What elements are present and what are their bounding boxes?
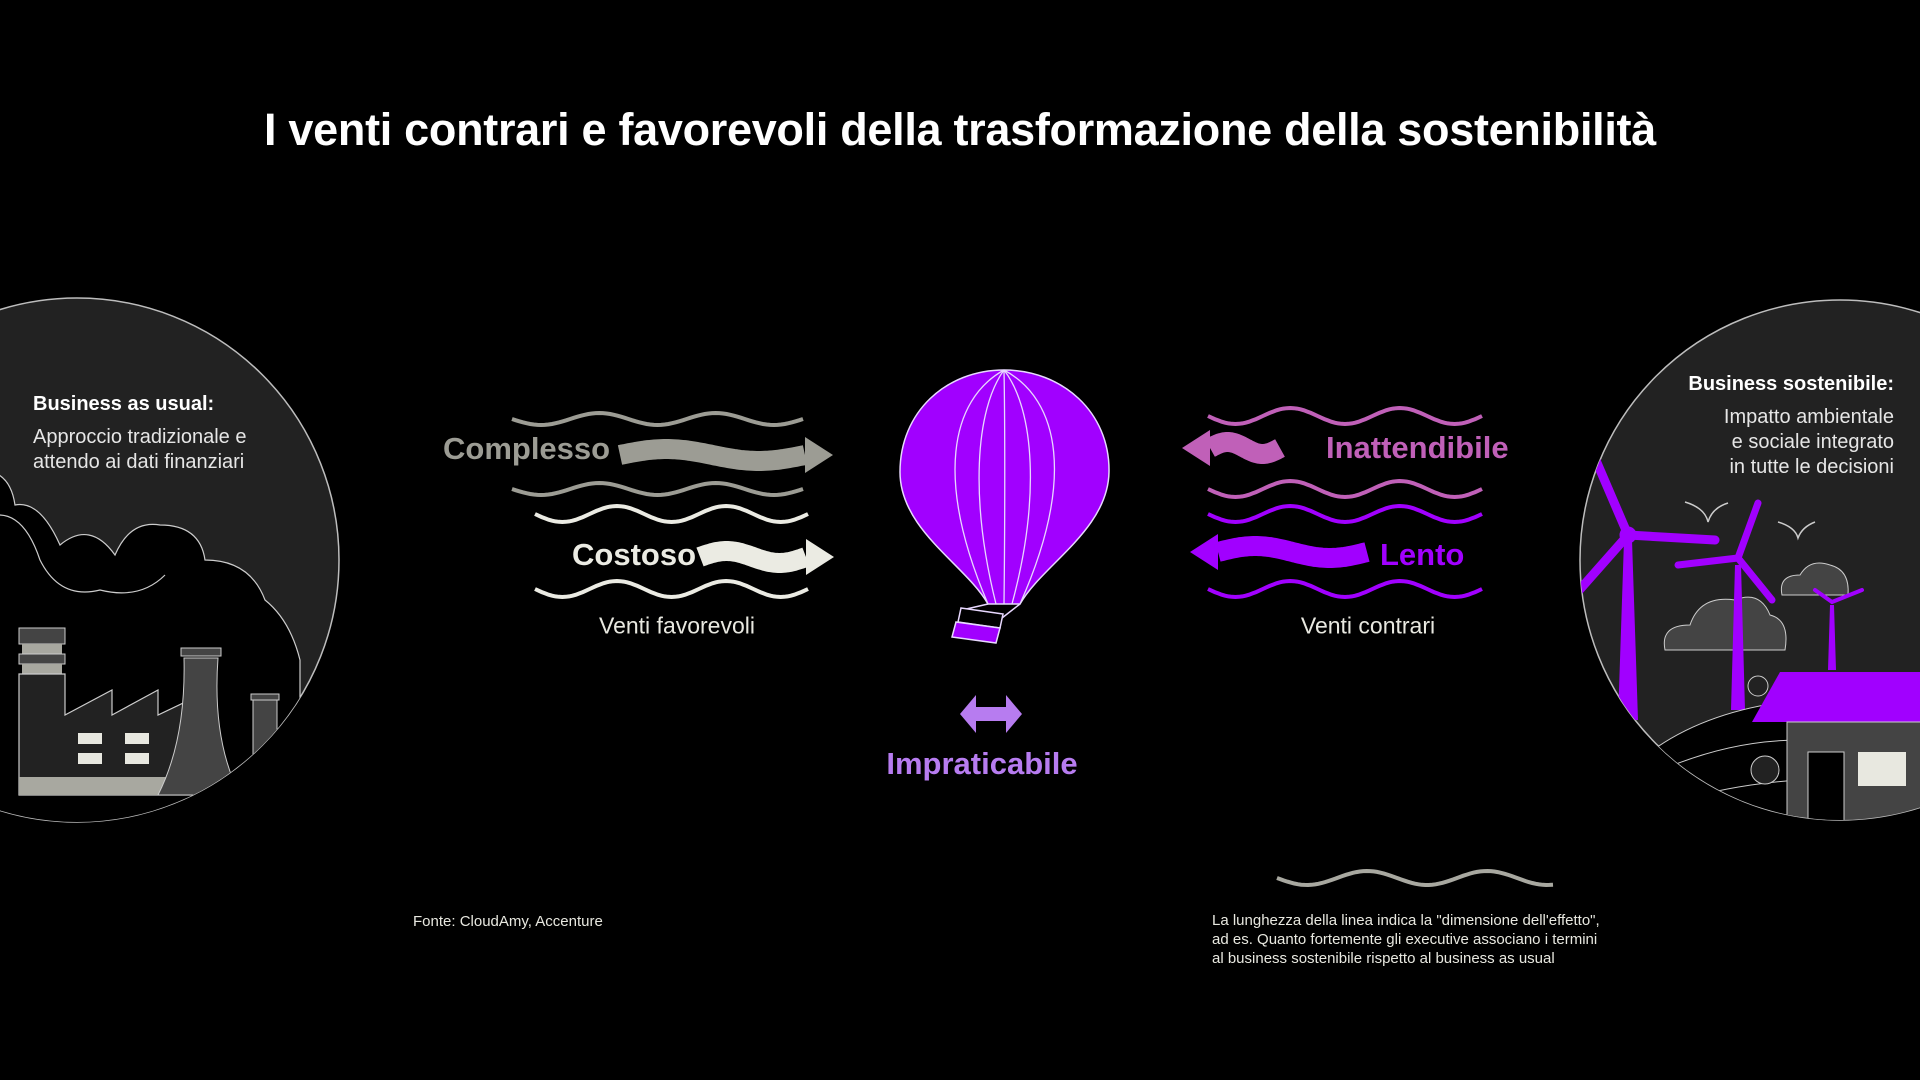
legend-text: La lunghezza della linea indica la "dime… xyxy=(1212,911,1600,968)
arrow-complesso-body xyxy=(617,439,808,471)
left-panel-line: Approccio tradizionale e xyxy=(33,426,247,448)
wind-line xyxy=(511,410,804,428)
caption-venti-contrari: Venti contrari xyxy=(1300,612,1436,639)
cloud-icon xyxy=(1780,562,1849,596)
right-panel-body: Impatto ambientale e sociale integrato i… xyxy=(1724,405,1894,480)
arrow-lento-body xyxy=(1215,536,1370,568)
tree-icon xyxy=(1747,675,1769,697)
wind-line xyxy=(1207,503,1483,525)
label-costoso: Costoso xyxy=(572,537,696,572)
bird-icon xyxy=(1777,521,1816,541)
right-panel-line: in tutte le decisioni xyxy=(1729,456,1894,478)
tree-icon xyxy=(1750,755,1780,785)
wind-arrows xyxy=(617,430,1370,575)
arrow-costoso-body xyxy=(696,541,810,573)
caption-venti-favorevoli: Venti favorevoli xyxy=(599,612,755,639)
arrow-lento-head xyxy=(1190,534,1218,570)
legend-wind-line xyxy=(1276,868,1554,888)
right-panel-line: Impatto ambientale xyxy=(1723,406,1894,428)
arrow-inattendibile-head xyxy=(1182,430,1210,466)
business-as-usual-illustration xyxy=(0,297,340,823)
wind-line xyxy=(511,480,804,498)
wind-lines xyxy=(511,405,1554,888)
legend-line: La lunghezza della linea indica la "dime… xyxy=(1212,912,1600,929)
arrow-costoso-head xyxy=(806,539,834,575)
double-arrow-icon xyxy=(960,695,1022,733)
wind-line xyxy=(1207,478,1483,500)
arrow-complesso-head xyxy=(805,437,833,473)
wind-line xyxy=(1207,578,1483,600)
legend-line: al business sostenibile rispetto al busi… xyxy=(1212,950,1555,967)
wind-turbine-icon xyxy=(1580,453,1864,720)
left-panel-heading: Business as usual: xyxy=(33,393,215,415)
source-note: Fonte: CloudAmy, Accenture xyxy=(413,913,603,930)
label-impraticabile: Impraticabile xyxy=(886,746,1078,781)
hot-air-balloon-icon xyxy=(899,369,1110,644)
wind-line xyxy=(534,503,809,525)
bird-icon xyxy=(1684,501,1729,523)
arrow-inattendibile-body xyxy=(1205,432,1285,464)
wind-line xyxy=(1207,405,1483,427)
page-title: I venti contrari e favorevoli della tras… xyxy=(264,104,1656,155)
left-panel-line: attendo ai dati finanziari xyxy=(33,451,245,473)
right-panel-heading: Business sostenibile: xyxy=(1688,373,1894,395)
business-sostenibile-illustration xyxy=(1579,299,1920,821)
left-panel-body: Approccio tradizionale e attendo ai dati… xyxy=(33,425,246,475)
wind-line xyxy=(534,578,809,600)
legend-line: ad es. Quanto fortemente gli executive a… xyxy=(1212,931,1598,948)
label-lento: Lento xyxy=(1380,537,1465,572)
right-panel-line: e sociale integrato xyxy=(1731,431,1894,453)
label-inattendibile: Inattendibile xyxy=(1326,430,1509,465)
label-complesso: Complesso xyxy=(443,431,611,466)
house-icon xyxy=(1752,672,1920,820)
